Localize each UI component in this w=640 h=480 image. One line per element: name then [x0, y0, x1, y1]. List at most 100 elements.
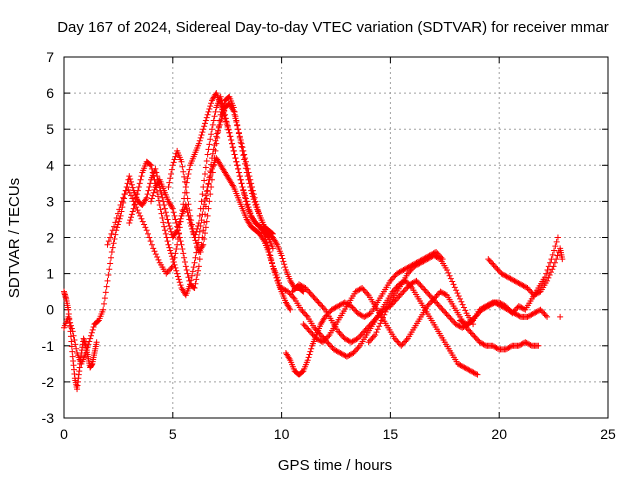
data-point	[229, 144, 236, 151]
data-point	[514, 279, 521, 286]
data-point	[456, 323, 463, 330]
data-point	[181, 254, 188, 261]
data-point	[100, 306, 107, 313]
data-point	[463, 365, 470, 372]
data-point	[142, 224, 149, 231]
data-point	[334, 348, 341, 355]
data-point	[497, 300, 504, 307]
data-point	[302, 285, 309, 292]
data-point	[215, 123, 222, 130]
data-point	[428, 298, 435, 305]
data-point	[494, 345, 501, 352]
data-point	[134, 187, 141, 194]
data-point	[231, 108, 238, 115]
data-point	[348, 339, 355, 346]
data-point	[508, 276, 515, 283]
data-point	[184, 270, 191, 277]
grid	[64, 57, 608, 418]
data-point	[337, 331, 344, 338]
data-point	[244, 201, 251, 208]
data-point	[150, 189, 157, 196]
data-point	[160, 219, 167, 226]
data-point	[69, 348, 76, 355]
data-point	[347, 351, 354, 358]
data-point	[202, 192, 209, 199]
data-point	[401, 287, 408, 294]
data-point	[350, 350, 357, 357]
data-point	[549, 266, 556, 273]
data-point	[68, 325, 75, 332]
data-point	[198, 198, 205, 205]
data-point	[138, 215, 145, 222]
data-point	[158, 191, 165, 198]
data-point	[299, 308, 306, 315]
data-point	[454, 290, 461, 297]
y-tick-label: 1	[46, 266, 54, 282]
data-point	[129, 208, 136, 215]
data-point	[549, 251, 556, 258]
data-point	[411, 263, 418, 270]
data-point	[322, 336, 329, 343]
data-point	[171, 261, 178, 268]
axis-ticks: 0 5 10 15 20 25 -3 -2 -1 0 1 2 3 4 5 6 7	[42, 49, 616, 442]
data-point	[155, 193, 162, 200]
data-point	[130, 205, 137, 212]
data-point	[441, 290, 448, 297]
data-point	[507, 343, 514, 350]
data-point	[383, 305, 390, 312]
data-point	[337, 301, 344, 308]
data-point	[449, 278, 456, 285]
data-point	[208, 131, 215, 138]
data-point	[151, 248, 158, 255]
data-point	[397, 291, 404, 298]
data-point	[373, 329, 380, 336]
data-point	[237, 139, 244, 146]
data-point	[504, 345, 511, 352]
data-point	[151, 186, 158, 193]
data-point	[67, 319, 74, 326]
data-point	[82, 350, 89, 357]
data-point	[310, 332, 317, 339]
data-point	[178, 241, 185, 248]
data-point	[423, 289, 430, 296]
data-point	[357, 311, 364, 318]
data-point	[240, 152, 247, 159]
data-point	[316, 300, 323, 307]
data-point	[490, 261, 497, 268]
data-point	[391, 335, 398, 342]
data-point	[201, 123, 208, 130]
data-point	[325, 340, 332, 347]
data-point	[512, 278, 519, 285]
data-point	[180, 201, 187, 208]
data-point	[118, 198, 125, 205]
data-point	[129, 195, 136, 202]
data-point	[361, 328, 368, 335]
data-point	[188, 221, 195, 228]
data-point	[85, 341, 92, 348]
data-point	[208, 183, 215, 190]
y-tick-label: 0	[46, 302, 54, 318]
data-point	[70, 332, 77, 339]
data-point	[181, 173, 188, 180]
data-point	[339, 351, 346, 358]
data-point	[171, 156, 178, 163]
data-point	[109, 227, 116, 234]
data-point	[164, 238, 171, 245]
data-point	[404, 270, 411, 277]
data-point	[161, 223, 168, 230]
data-point	[314, 298, 321, 305]
x-tick-label: 15	[383, 426, 399, 442]
data-point	[462, 365, 469, 372]
data-point	[165, 267, 172, 274]
y-tick-label: -2	[42, 374, 55, 390]
data-point	[113, 215, 120, 222]
data-point	[503, 273, 510, 280]
data-point	[360, 286, 367, 293]
data-point	[175, 273, 182, 280]
data-point	[203, 188, 210, 195]
data-point	[163, 270, 170, 277]
data-point	[172, 153, 179, 160]
data-point	[242, 192, 249, 199]
data-point	[439, 306, 446, 313]
data-point	[513, 305, 520, 312]
